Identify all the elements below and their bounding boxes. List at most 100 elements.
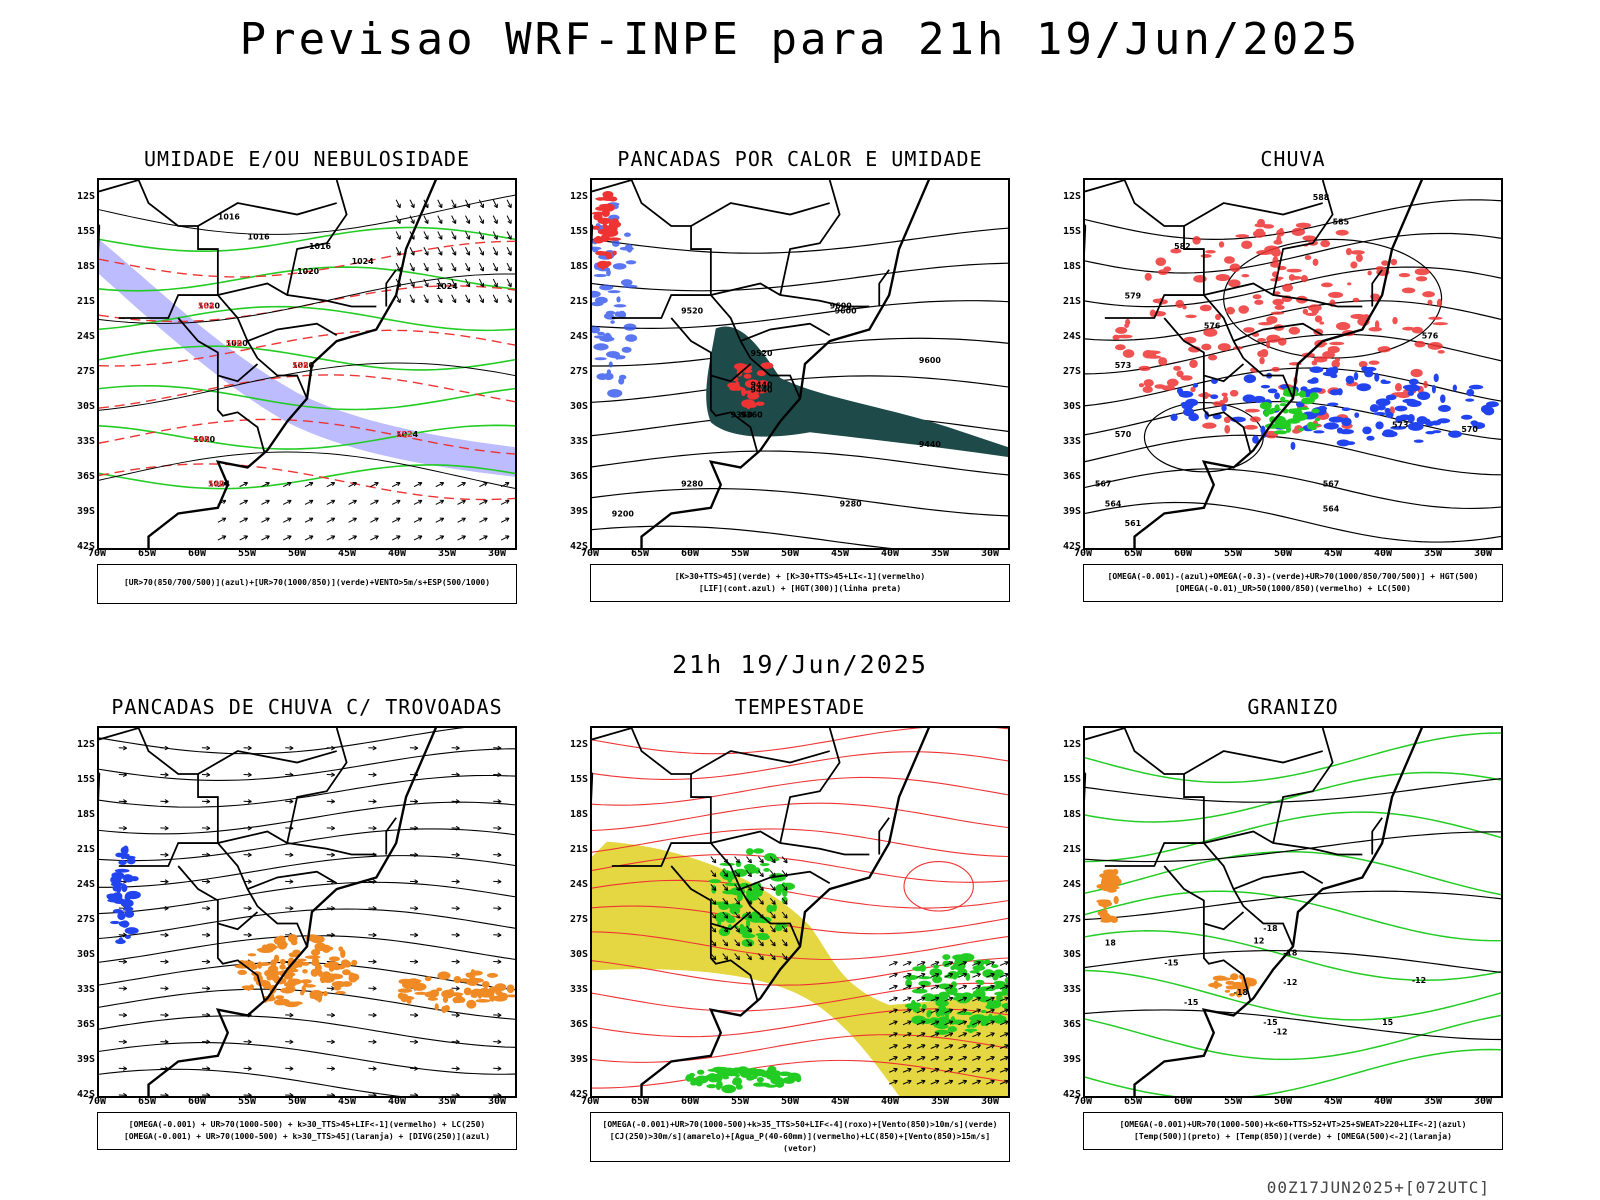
page-title: Previsao WRF-INPE para 21h 19/Jun/2025 <box>239 14 1361 65</box>
hgt500-contour <box>1085 468 1501 510</box>
map-panel: 1016 1016 1016 1020 1024 1024 1020 1020 1020 1024… <box>97 178 517 550</box>
lat-tick-label: 42S <box>76 541 95 552</box>
temp850-contour <box>1085 1014 1501 1061</box>
legend-line: [OMEGA(-0.001)+UR>70(1000-500)+k>35_TTS>… <box>602 1120 998 1129</box>
contour-label: 540 <box>208 480 225 489</box>
contour-label: 9600 <box>835 307 858 316</box>
temp500-contour <box>1085 778 1501 803</box>
lon-tick-label: 65W <box>137 1096 157 1107</box>
lat-tick-label: 36S <box>1062 1019 1081 1030</box>
lon-tick-label: 50W <box>287 548 307 559</box>
lon-tick-label: 40W <box>387 548 407 559</box>
lat-tick-label: 12S <box>1062 739 1081 750</box>
red-thickness-contour <box>99 418 515 455</box>
lat-tick-label: 39S <box>76 506 95 517</box>
contour-label: -18 <box>1234 988 1249 997</box>
contour-label: 564 <box>1105 499 1122 508</box>
lat-tick-label: 42S <box>569 541 588 552</box>
temp850-contour <box>1085 811 1501 863</box>
hgt500-contour <box>1085 300 1501 341</box>
lat-tick-label: 12S <box>569 191 588 202</box>
thunderstorm-orange-area <box>397 969 515 1014</box>
temp850-contour <box>1085 1048 1501 1096</box>
lon-tick-label: 35W <box>930 548 950 559</box>
contour-label: 561 <box>1125 519 1142 528</box>
panel-legend: [UR>70(850/700/500)](azul)+[UR>70(1000/8… <box>97 564 517 604</box>
streamline-850 <box>592 1059 1008 1089</box>
temp850-contour <box>1085 930 1501 982</box>
map-panel: -12 -15 -12 -18 -18 -15 -15 -12 12 15 18 -18 <box>1083 726 1503 1098</box>
lon-tick-label: 35W <box>1423 548 1443 559</box>
contour-label: 1020 <box>297 267 320 276</box>
map-panel: 588 585 582 579 576 573 570 567 564 561 576 573 570 5… <box>1083 178 1503 550</box>
lat-tick-label: 27S <box>76 914 95 925</box>
green-contour <box>99 424 515 450</box>
lat-tick-label: 24S <box>76 331 95 342</box>
contour-label: 9280 <box>840 499 863 508</box>
hgt500-contour <box>1085 367 1501 407</box>
streamline-250 <box>99 728 465 755</box>
hgt500-contour <box>1085 434 1501 476</box>
lon-tick-label: 30W <box>1473 548 1493 559</box>
lat-tick-label: 27S <box>76 366 95 377</box>
lat-tick-label: 21S <box>569 296 588 307</box>
lat-tick-label: 24S <box>76 879 95 890</box>
hgt500-contour <box>1085 232 1501 274</box>
contour-label: 567 <box>1095 480 1112 489</box>
contour-label: 582 <box>1174 242 1191 251</box>
lon-tick-label: 60W <box>1173 1096 1193 1107</box>
streamline-250 <box>99 1042 515 1075</box>
panel-title: TEMPESTADE <box>734 695 866 719</box>
lon-tick-label: 65W <box>630 548 650 559</box>
red-thickness-contour <box>99 374 515 409</box>
lon-tick-label: 55W <box>237 1096 257 1107</box>
contour-label: 9520 <box>750 349 773 358</box>
contour-label: 1020 <box>198 302 221 311</box>
lat-tick-label: 21S <box>76 296 95 307</box>
map-panel <box>97 726 517 1098</box>
lat-tick-label: 15S <box>76 774 95 785</box>
lat-tick-label: 18S <box>1062 809 1081 820</box>
lat-tick-label: 21S <box>76 844 95 855</box>
lat-tick-label: 18S <box>76 809 95 820</box>
lon-tick-label: 55W <box>237 548 257 559</box>
streamline-850 <box>592 931 1008 961</box>
lat-tick-label: 33S <box>1062 984 1081 995</box>
lon-tick-label: 70W <box>1073 548 1093 559</box>
legend-line: [LIF](cont.azul) + [HGT(300)](linha pret… <box>698 584 902 593</box>
lon-tick-label: 40W <box>1373 548 1393 559</box>
hgt300-contour <box>592 227 1008 254</box>
contour-label: 588 <box>1313 193 1330 202</box>
temp850-contour <box>1085 969 1501 1021</box>
omega500-orange-area <box>1096 868 1122 923</box>
lon-tick-label: 50W <box>1273 548 1293 559</box>
wind-vectors <box>217 482 510 541</box>
hgt300-contour <box>592 488 1008 517</box>
lon-tick-label: 65W <box>1123 1096 1143 1107</box>
lon-tick-label: 60W <box>187 1096 207 1107</box>
wind-vectors <box>395 199 512 304</box>
contour-label: 573 <box>1392 420 1409 429</box>
lon-tick-label: 70W <box>87 548 107 559</box>
green-contour <box>99 345 515 371</box>
lon-tick-label: 60W <box>187 548 207 559</box>
temp500-contour <box>1085 890 1501 921</box>
lon-tick-label: 35W <box>437 1096 457 1107</box>
contour-label: 564 <box>1323 504 1340 513</box>
panel-title: CHUVA <box>1260 147 1326 171</box>
hgt500-contour <box>1085 266 1501 308</box>
temp500-contour <box>1085 949 1501 973</box>
streamline-850 <box>592 728 1008 755</box>
lon-tick-label: 55W <box>1223 1096 1243 1107</box>
streamline-250 <box>99 908 515 940</box>
lat-tick-label: 24S <box>569 331 588 342</box>
contour-label: 558 <box>292 361 309 370</box>
temp850-contour <box>1085 771 1501 823</box>
panel-title: GRANIZO <box>1247 695 1339 719</box>
streamline-250 <box>99 855 515 888</box>
thunderstorm-orange-area <box>234 933 360 1008</box>
contour-label: 1016 <box>248 232 271 241</box>
contour-label: -15 <box>1164 958 1178 967</box>
lat-tick-label: 36S <box>569 471 588 482</box>
lat-tick-label: 42S <box>76 1089 95 1100</box>
